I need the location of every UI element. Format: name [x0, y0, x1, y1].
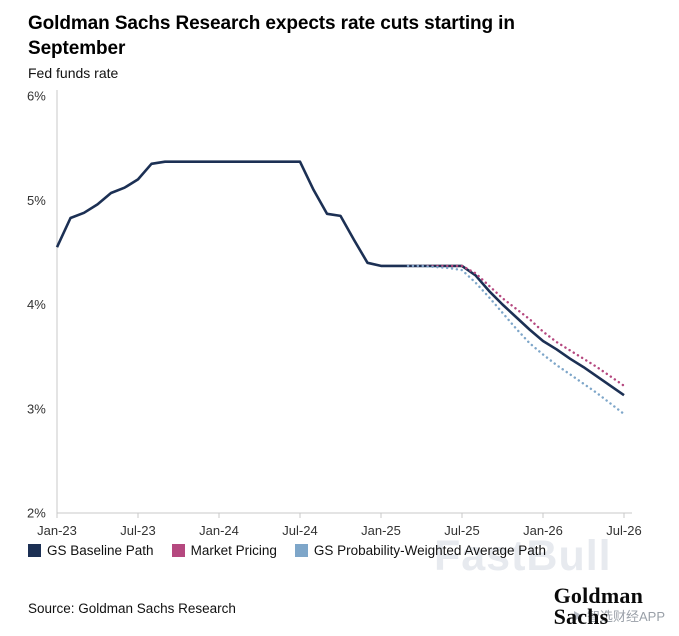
svg-text:Jan-25: Jan-25 [361, 523, 401, 538]
legend-label-gs-baseline: GS Baseline Path [47, 543, 154, 559]
svg-text:6%: 6% [27, 89, 46, 104]
goldman-sachs-logo-line2: Sachs [553, 603, 609, 629]
svg-text:Jul-24: Jul-24 [282, 523, 317, 538]
legend-item-market-pricing: Market Pricing [171, 543, 277, 559]
chart-subtitle: Fed funds rate [28, 65, 119, 82]
svg-text:5%: 5% [27, 193, 46, 208]
legend-swatch-market-pricing [171, 544, 185, 558]
svg-text:Jan-24: Jan-24 [199, 523, 239, 538]
legend-label-probability-weighted: GS Probability-Weighted Average Path [313, 543, 546, 559]
goldman-sachs-logo-line1: Goldman [553, 583, 643, 608]
source-note: Source: Goldman Sachs Research [28, 601, 236, 616]
legend-swatch-gs-baseline [28, 544, 41, 558]
legend-item-probability-weighted: GS Probability-Weighted Average Path [294, 543, 546, 559]
fed-funds-rate-chart: 2% 3% 4% 5% 6% Jan-23 Jul-23 Jan-24 Jul-24 Jan-25… [27, 89, 642, 539]
chart-title: Goldman Sachs Research expects rate cuts… [28, 13, 515, 59]
chart-legend: GS Baseline Path Market Pricing GS Proba… [28, 543, 651, 558]
legend-item-gs-baseline: GS Baseline Path [28, 543, 154, 558]
svg-text:Jan-26: Jan-26 [523, 523, 563, 538]
svg-text:Jul-26: Jul-26 [606, 523, 641, 538]
svg-text:Jan-23: Jan-23 [37, 523, 77, 538]
svg-text:2%: 2% [27, 506, 46, 521]
svg-text:Jul-23: Jul-23 [120, 523, 155, 538]
goldman-sachs-logo: Goldman Sachs [553, 583, 643, 629]
svg-text:Jul-25: Jul-25 [444, 523, 479, 538]
svg-text:3%: 3% [27, 402, 46, 417]
legend-swatch-probability-weighted [294, 544, 308, 558]
svg-text:4%: 4% [27, 297, 46, 312]
legend-label-market-pricing: Market Pricing [190, 543, 277, 559]
